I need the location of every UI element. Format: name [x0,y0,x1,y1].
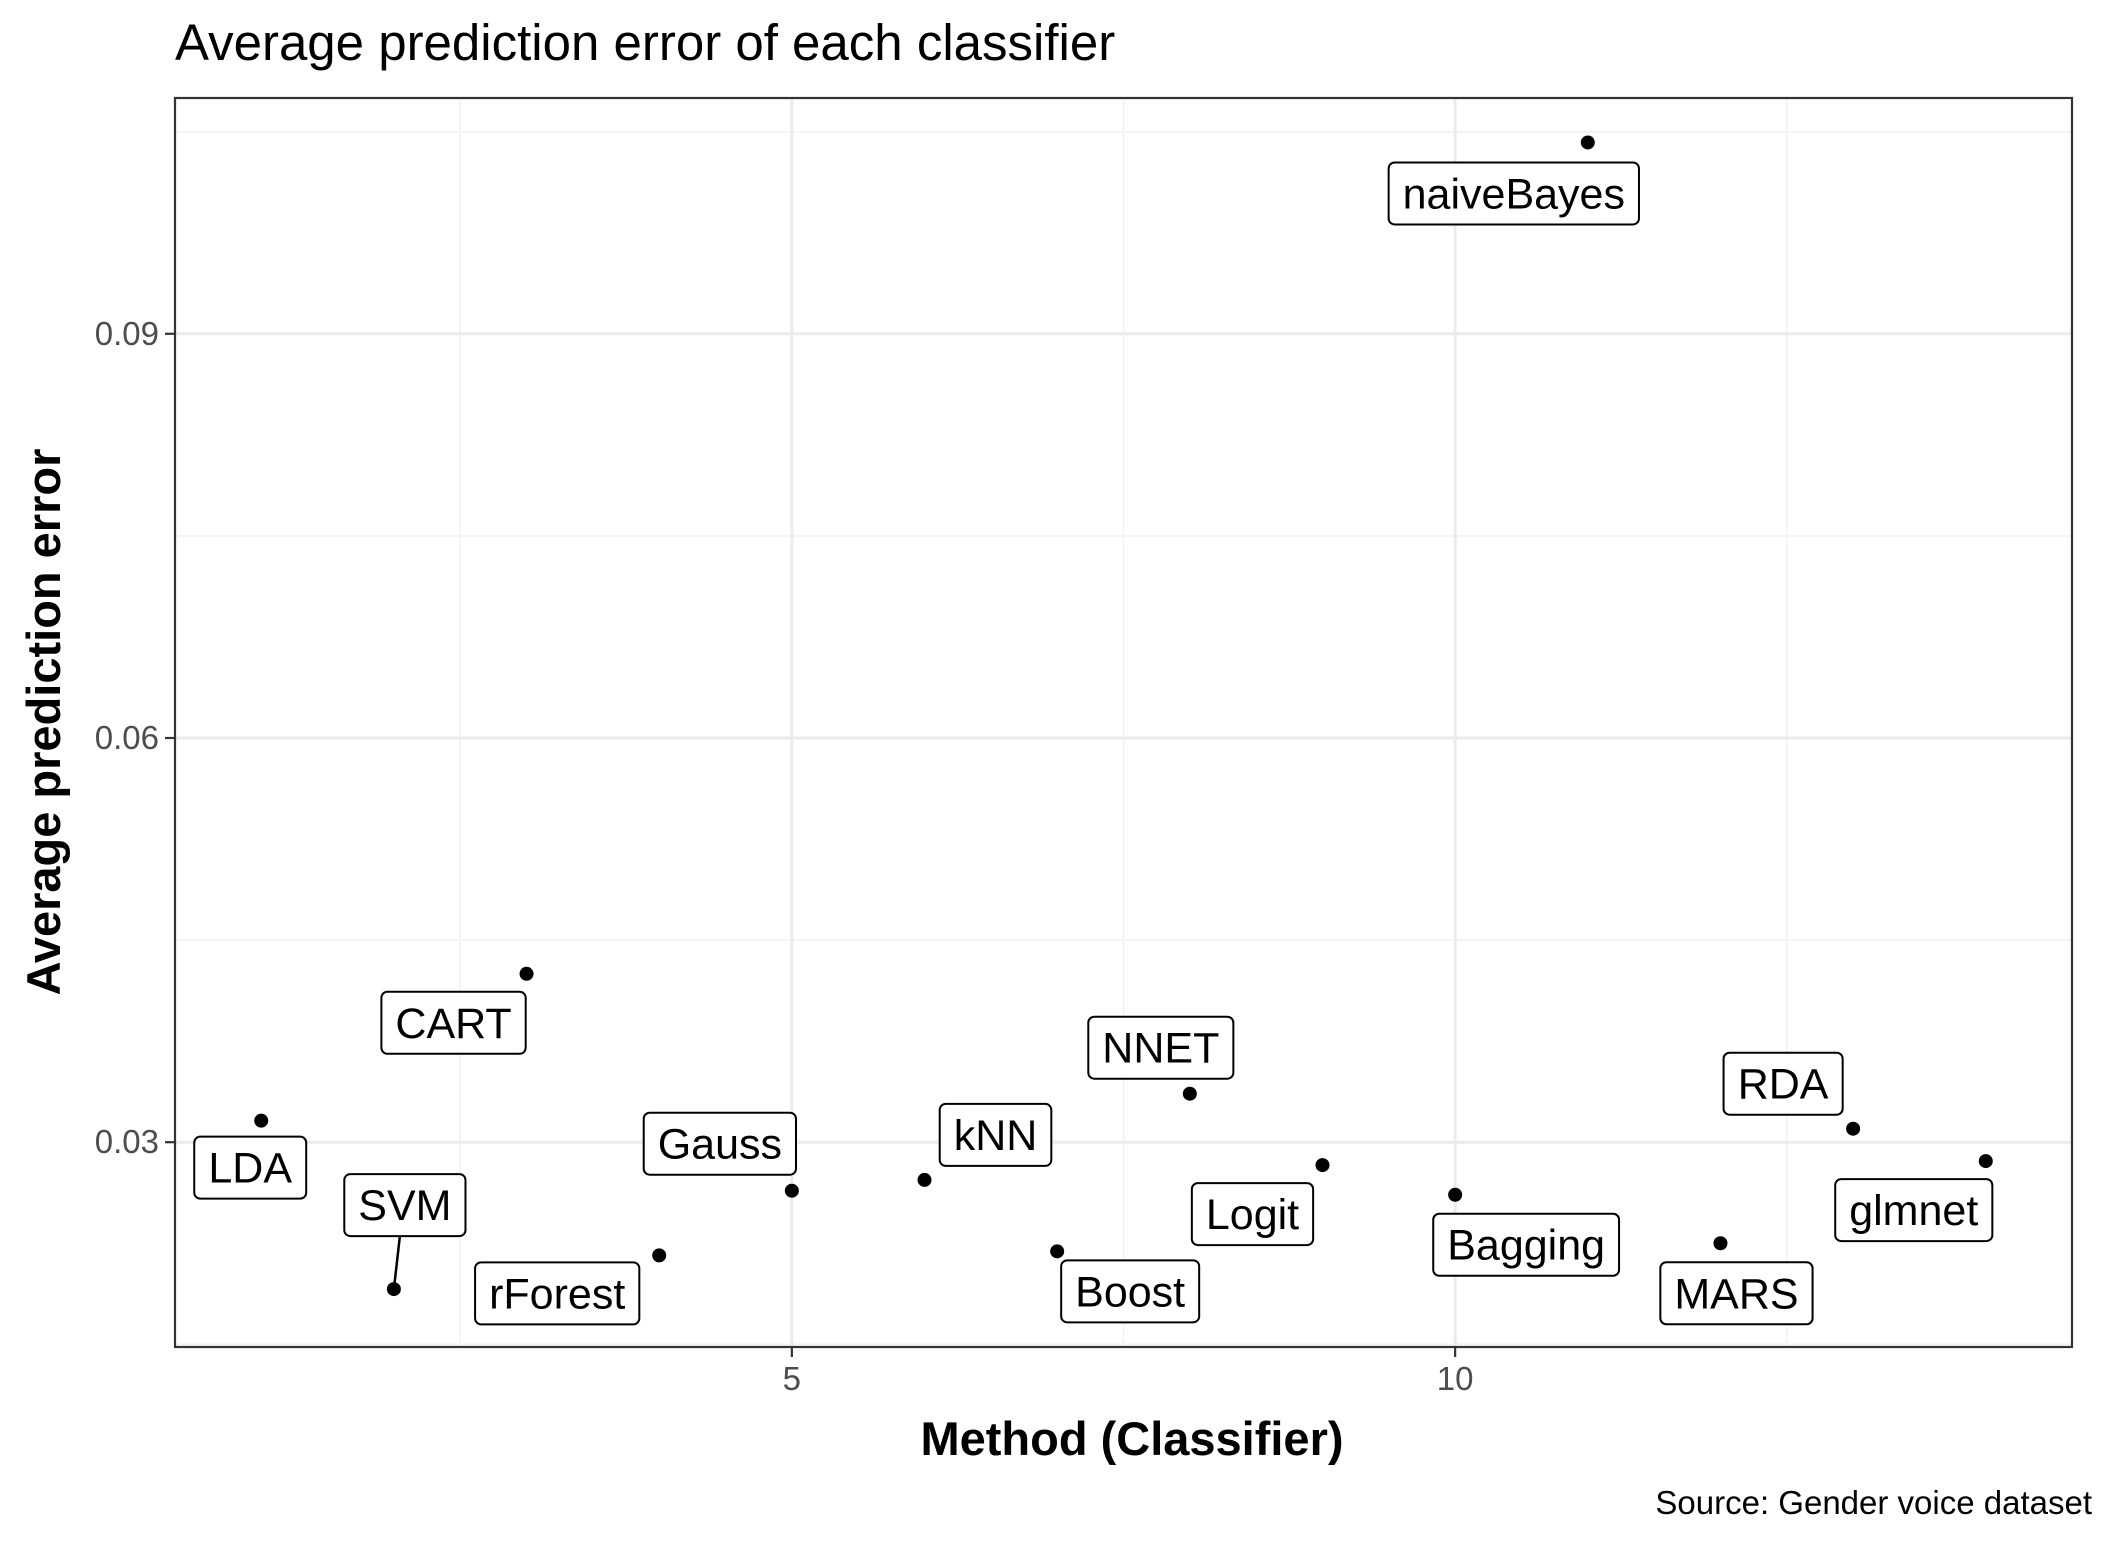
data-point-rforest [652,1248,667,1263]
x-axis-ticks: 5 10 [783,1347,1474,1397]
label-rda: RDA [1722,1051,1844,1116]
point-label-box [1834,1178,1994,1243]
data-point-boost [1050,1244,1065,1259]
data-point-nnet [1182,1086,1197,1101]
chart-caption: Source: Gender voice dataset [1655,1484,2092,1521]
label-cart: CART [380,990,527,1055]
data-point-svm [386,1282,401,1297]
data-point-bagging [1448,1187,1463,1202]
data-point-mars [1713,1236,1728,1251]
point-label-box [474,1261,641,1326]
x-axis-title: Method (Classifier) [920,1412,1343,1465]
label-glmnet: glmnet [1834,1178,1994,1243]
point-label-box [343,1173,467,1238]
point-label-text: CART [395,1000,511,1048]
data-point-lda [254,1113,269,1128]
point-label-box [1087,1015,1235,1080]
y-tick-label: 0.09 [95,315,159,352]
y-tick-label: 0.06 [95,719,159,756]
point-label-box [1387,161,1640,226]
point-label-text: Bagging [1447,1222,1605,1270]
label-svm: SVM [343,1173,467,1238]
point-label-box [193,1135,308,1200]
point-label-text: Logit [1206,1191,1299,1239]
label-leader-lines [392,1235,402,1290]
point-label-text: glmnet [1849,1187,1978,1235]
leader-line [392,1235,402,1290]
point-label-box [642,1111,797,1176]
point-label-text: LDA [208,1145,292,1193]
data-point-naivebayes [1580,135,1595,150]
point-label-box [1659,1261,1814,1326]
label-mars: MARS [1659,1261,1814,1326]
point-label-text: naiveBayes [1403,170,1625,218]
major-gridlines [175,98,2072,1347]
plot-panel-border [173,96,2074,1349]
point-label-box [938,1102,1053,1167]
data-point-glmnet [1978,1154,1993,1169]
point-labels: LDA SVM CART rForest Gauss kNN Boost NNET Logit B… [193,161,1994,1326]
data-point-gauss [784,1183,799,1198]
y-tick-label: 0.03 [95,1123,159,1160]
data-point-logit [1315,1158,1330,1173]
label-nnet: NNET [1087,1015,1235,1080]
point-label-box [1060,1259,1201,1324]
point-label-text: Boost [1075,1268,1185,1316]
point-label-text: NNET [1102,1025,1219,1073]
point-label-text: RDA [1738,1061,1829,1109]
point-label-text: SVM [358,1182,451,1230]
point-label-text: Gauss [658,1121,782,1169]
label-naivebayes: naiveBayes [1387,161,1640,226]
data-point-rda [1846,1121,1861,1136]
point-label-text: MARS [1674,1270,1798,1318]
label-logit: Logit [1190,1182,1315,1247]
minor-gridlines [175,98,2072,1347]
label-boost: Boost [1060,1259,1201,1324]
point-label-text: kNN [954,1112,1038,1160]
point-label-box [1432,1212,1621,1277]
y-axis-title: Average prediction error [17,449,70,996]
point-label-box [380,990,527,1055]
y-axis-ticks: 0.03 0.06 0.09 [95,315,175,1160]
x-tick-label: 10 [1437,1360,1474,1397]
label-rforest: rForest [474,1261,641,1326]
label-bagging: Bagging [1432,1212,1621,1277]
point-label-text: rForest [489,1270,625,1318]
label-gauss: Gauss [642,1111,797,1176]
label-lda: LDA [193,1135,308,1200]
data-point-cart [519,966,534,981]
chart-title: Average prediction error of each classif… [175,14,1115,71]
data-point-knn [917,1172,932,1187]
x-tick-label: 5 [783,1360,801,1397]
label-knn: kNN [938,1102,1053,1167]
data-points [254,135,1993,1297]
point-label-box [1190,1182,1315,1247]
point-label-box [1722,1051,1844,1116]
